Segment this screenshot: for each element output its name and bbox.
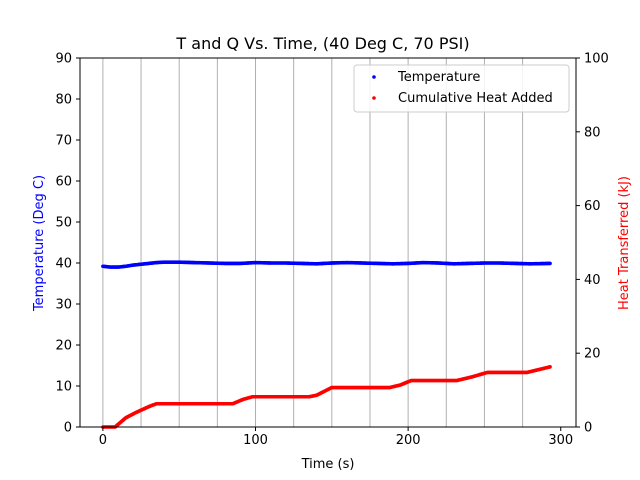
- axis-layer: 0 100 200 300 0 10 20 30 40 50 60 70 80 90 0 20 40 60 80 10…: [55, 52, 608, 449]
- y-left-tick-label: 40: [55, 257, 72, 272]
- y-right-tick-label: 20: [584, 347, 601, 362]
- chart-title: T and Q Vs. Time, (40 Deg C, 70 PSI): [175, 34, 469, 53]
- legend: Temperature Cumulative Heat Added: [353, 64, 570, 113]
- legend-box: [353, 64, 570, 113]
- legend-marker-heat: [372, 96, 376, 100]
- x-tick-label: 200: [396, 433, 421, 448]
- y-left-tick-label: 80: [55, 93, 72, 108]
- y-right-tick-label: 0: [584, 421, 592, 436]
- y-left-tick-label: 10: [55, 380, 72, 395]
- y-left-tick-label: 20: [55, 339, 72, 354]
- y-right-tick-label: 100: [584, 52, 609, 67]
- x-tick-label: 100: [243, 433, 268, 448]
- x-axis-label: Time (s): [301, 457, 355, 472]
- y-left-axis-label: Temperature (Deg C): [32, 175, 47, 312]
- series-temperature: [101, 260, 552, 269]
- plot-frame: [79, 57, 577, 428]
- x-tick-label: 300: [548, 433, 573, 448]
- legend-label-heat: Cumulative Heat Added: [398, 91, 553, 106]
- legend-marker-temperature: [372, 75, 376, 79]
- x-tick-label: 0: [99, 433, 107, 448]
- y-right-tick-label: 80: [584, 125, 601, 140]
- y-left-tick-label: 30: [55, 298, 72, 313]
- legend-label-temperature: Temperature: [397, 70, 480, 85]
- y-right-tick-label: 60: [584, 199, 601, 214]
- y-right-tick-label: 40: [584, 273, 601, 288]
- y-left-tick-label: 0: [64, 421, 72, 436]
- grid-layer: [102, 58, 524, 427]
- y-left-tick-label: 50: [55, 216, 72, 231]
- y-left-tick-label: 90: [55, 52, 72, 67]
- series-heat: [101, 365, 552, 429]
- data-point: [548, 261, 552, 266]
- y-right-axis-label: Heat Transferred (kJ): [617, 176, 632, 310]
- series-layer: [101, 260, 552, 429]
- y-left-tick-label: 60: [55, 175, 72, 190]
- data-point: [548, 365, 552, 369]
- y-left-tick-label: 70: [55, 134, 72, 149]
